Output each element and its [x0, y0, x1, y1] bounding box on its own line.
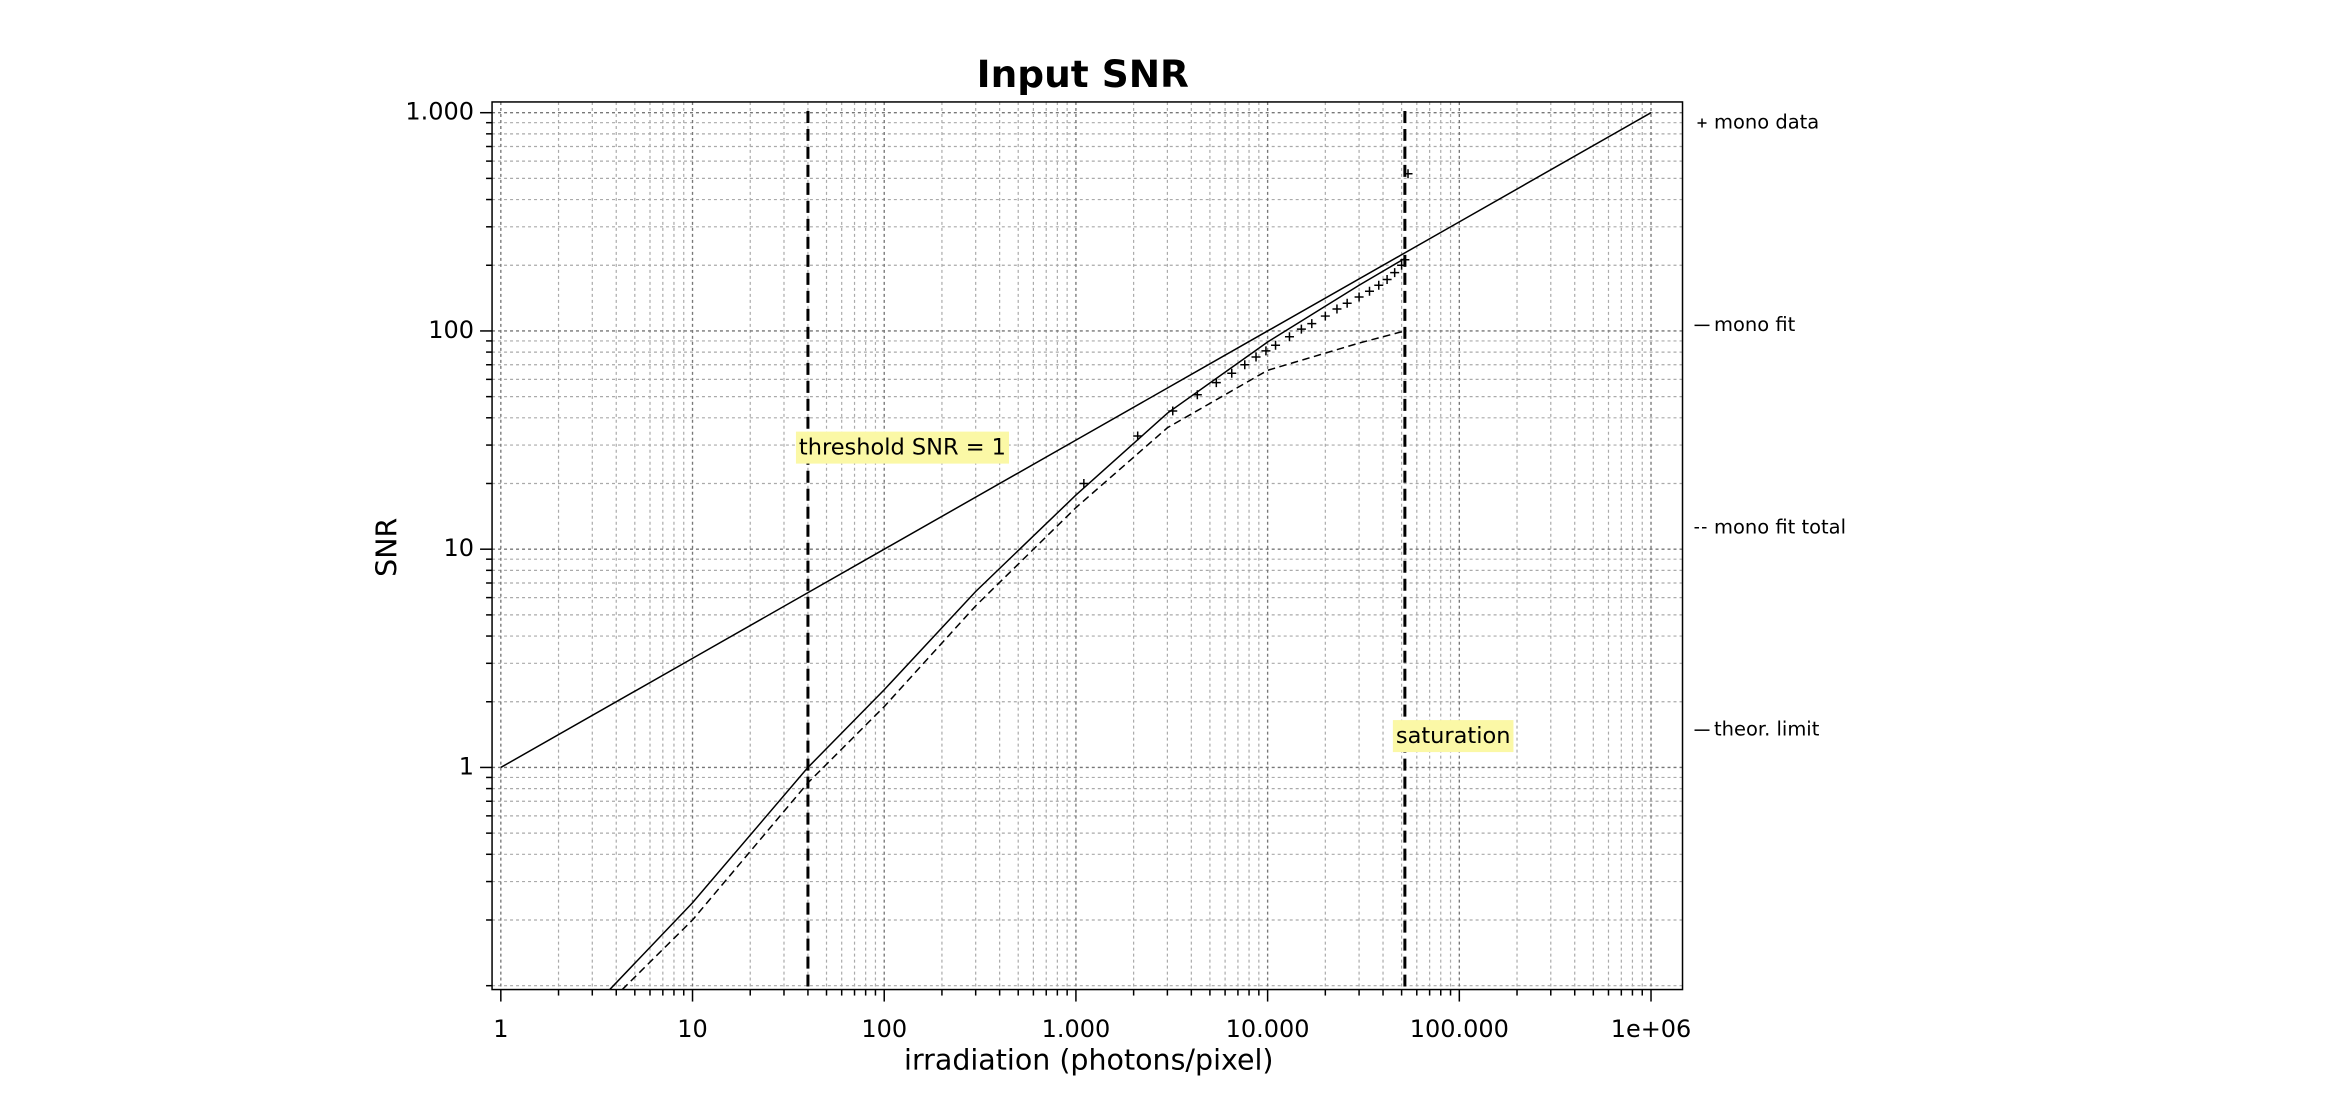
series-line: [609, 257, 1406, 990]
data-point: [1365, 286, 1374, 296]
y-tick-label: 10: [444, 534, 475, 562]
legend-label: theor. limit: [1714, 718, 1820, 741]
data-point: [1332, 304, 1342, 314]
x-tick-label: 1: [493, 1015, 508, 1043]
data-point: [1390, 268, 1400, 278]
legend-symbol: [1697, 118, 1707, 128]
data-point: [1211, 378, 1221, 388]
data-point: [1382, 275, 1392, 285]
y-tick-label: 1.000: [405, 98, 474, 126]
x-tick-label: 10: [677, 1015, 708, 1043]
x-tick-label: 100.000: [1410, 1015, 1509, 1043]
legend-label: mono fit: [1714, 313, 1796, 336]
y-axis-label: SNR: [371, 518, 404, 577]
annotation-bg: [795, 431, 1009, 464]
y-tick-label: 100: [428, 316, 474, 344]
legend-label: mono data: [1714, 110, 1819, 133]
data-point: [1227, 368, 1237, 378]
annotation: saturation: [1396, 723, 1511, 749]
data-point: [1307, 319, 1317, 329]
data-point: [1342, 298, 1352, 308]
legend-label: mono fit total: [1714, 515, 1846, 538]
data-point: [1261, 346, 1271, 356]
data-point: [1397, 260, 1407, 270]
y-tick-label: 1: [459, 752, 474, 780]
x-tick-label: 10.000: [1226, 1015, 1310, 1043]
annotation-bg: [1392, 720, 1514, 753]
x-tick-label: 1e+06: [1611, 1015, 1692, 1043]
series-line: [500, 112, 1652, 769]
data-point: [1374, 280, 1384, 290]
x-tick-label: 1.000: [1042, 1015, 1111, 1043]
chart-title: Input SNR: [977, 52, 1189, 96]
data-point: [1320, 311, 1330, 321]
x-tick-label: 100: [861, 1015, 907, 1043]
plot-frame: [491, 101, 1684, 991]
x-axis-label: irradiation (photons/pixel): [904, 1044, 1273, 1077]
data-point: [1284, 332, 1294, 342]
data-point: [1251, 352, 1261, 362]
data-point: [1271, 340, 1281, 350]
data-point: [1403, 169, 1413, 179]
data-point: [1240, 360, 1250, 370]
data-point: [1296, 324, 1306, 334]
series-line: [621, 330, 1406, 990]
data-point: [1354, 292, 1364, 302]
data-point: [1079, 478, 1089, 488]
annotation: threshold SNR = 1: [799, 435, 1006, 461]
